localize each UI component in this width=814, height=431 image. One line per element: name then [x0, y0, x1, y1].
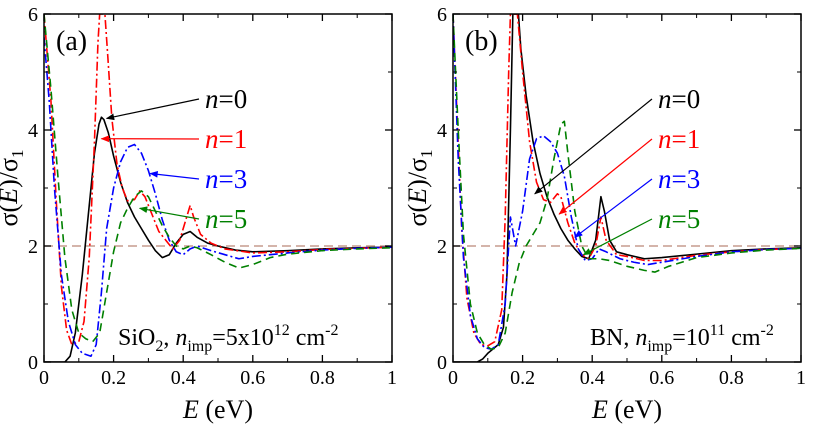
y-tick-label: 2: [437, 236, 447, 258]
annotation-unit-exp: -2: [325, 322, 338, 339]
x-tick-label: 0: [448, 367, 458, 389]
legend-var: n: [205, 84, 219, 114]
legend-value: =3: [219, 164, 248, 194]
legend-entry: n=1: [205, 124, 247, 154]
y-tick-label: 6: [437, 4, 447, 26]
legend-arrow: [574, 178, 653, 238]
x-tick-label: 0.4: [171, 367, 196, 389]
y-axis-var: E: [0, 188, 23, 205]
annotation-n: n: [635, 325, 647, 351]
y-axis-var: E: [403, 188, 432, 205]
y-tick-label: 0: [437, 352, 447, 374]
annotation-sep: ,: [623, 325, 635, 351]
legend-entry: n=5: [658, 204, 700, 234]
x-axis-var: E: [591, 395, 608, 424]
legend-value: =1: [219, 124, 248, 154]
x-axis-title: E (eV): [591, 395, 662, 424]
legend-value: =1: [672, 124, 701, 154]
y-tick-label: 2: [28, 236, 38, 258]
annotation-unit: cm: [725, 325, 761, 351]
annotation-unit: cm: [290, 325, 326, 351]
annotation-sep: ,: [163, 325, 175, 351]
annotation-n-sub: imp: [187, 338, 212, 355]
legend-arrow: [105, 98, 200, 121]
legend-arrow: [149, 171, 200, 180]
y-tick-label: 4: [437, 120, 447, 142]
x-tick-label: 0.2: [510, 367, 535, 389]
legend-var: n: [658, 204, 672, 234]
legend-arrow: [582, 218, 653, 256]
x-tick-label: 0.6: [649, 367, 674, 389]
legend-var: n: [205, 204, 219, 234]
series-line-n-5: [453, 14, 801, 351]
series-line-n-3: [44, 37, 392, 357]
legend-var: n: [658, 124, 672, 154]
annotation-material: BN: [590, 325, 623, 351]
x-tick-label: 0.2: [101, 367, 126, 389]
panel-annotation: SiO2, nimp=5x1012 cm-2: [118, 322, 338, 355]
x-tick-label: 0.8: [719, 367, 744, 389]
legend-arrow: [534, 98, 653, 195]
x-tick-label: 1: [796, 367, 806, 389]
y-axis-title: σ(E)/σ1: [403, 150, 436, 227]
annotation-material: SiO: [118, 325, 155, 351]
x-tick-label: 0: [39, 367, 49, 389]
annotation-exp: 11: [710, 322, 725, 339]
legend-var: n: [658, 84, 672, 114]
legend-value: =3: [672, 164, 701, 194]
y-axis-denom: )/σ: [403, 158, 432, 188]
legend-value: =0: [219, 84, 248, 114]
legend-entry: n=3: [658, 164, 700, 194]
series-line-n-1: [453, 14, 801, 347]
legend-value: =0: [672, 84, 701, 114]
y-axis-sigma: σ(: [0, 204, 23, 227]
x-tick-label: 0.4: [580, 367, 605, 389]
legend-entry: n=0: [658, 84, 700, 114]
x-axis-unit: (eV): [608, 395, 662, 424]
series-line-n-0: [453, 14, 801, 362]
panel-label: (b): [465, 26, 498, 57]
legend-entry: n=3: [205, 164, 247, 194]
series-line-n-1: [44, 14, 392, 346]
y-axis-sub: 1: [8, 150, 27, 159]
annotation-n-sub: imp: [647, 338, 672, 355]
y-axis-denom: )/σ: [0, 158, 23, 188]
x-axis-title: E (eV): [182, 395, 253, 424]
legend-var: n: [205, 164, 219, 194]
legend-entry: n=0: [205, 84, 247, 114]
legend-var: n: [658, 164, 672, 194]
legend-arrow: [558, 138, 653, 215]
y-tick-label: 6: [28, 4, 38, 26]
y-axis-sub: 1: [417, 150, 436, 159]
series-group: [453, 14, 801, 362]
x-tick-label: 0.6: [240, 367, 265, 389]
x-tick-label: 0.8: [310, 367, 335, 389]
annotation-n: n: [175, 325, 187, 351]
x-tick-label: 1: [387, 367, 397, 389]
panel-annotation: BN, nimp=1011 cm-2: [590, 322, 774, 355]
legend-entry: n=5: [205, 204, 247, 234]
legend-arrow: [138, 206, 200, 220]
annotation-eq: =10: [672, 325, 710, 351]
annotation-unit-exp: -2: [761, 322, 774, 339]
series-line-n-3: [453, 14, 801, 351]
legend-entry: n=1: [658, 124, 700, 154]
series-group: [44, 14, 392, 362]
y-axis-title: σ(E)/σ1: [0, 150, 27, 227]
annotation-exp: 12: [274, 322, 290, 339]
y-tick-label: 0: [28, 352, 38, 374]
y-tick-label: 4: [28, 120, 38, 142]
legend-value: =5: [672, 204, 701, 234]
x-axis-unit: (eV): [199, 395, 253, 424]
annotation-eq: =5x10: [212, 325, 274, 351]
legend-value: =5: [219, 204, 248, 234]
panel-label: (a): [56, 26, 87, 57]
x-axis-var: E: [182, 395, 199, 424]
annotation-material-sub: 2: [155, 338, 163, 355]
y-axis-sigma: σ(: [403, 204, 432, 227]
legend-var: n: [205, 124, 219, 154]
